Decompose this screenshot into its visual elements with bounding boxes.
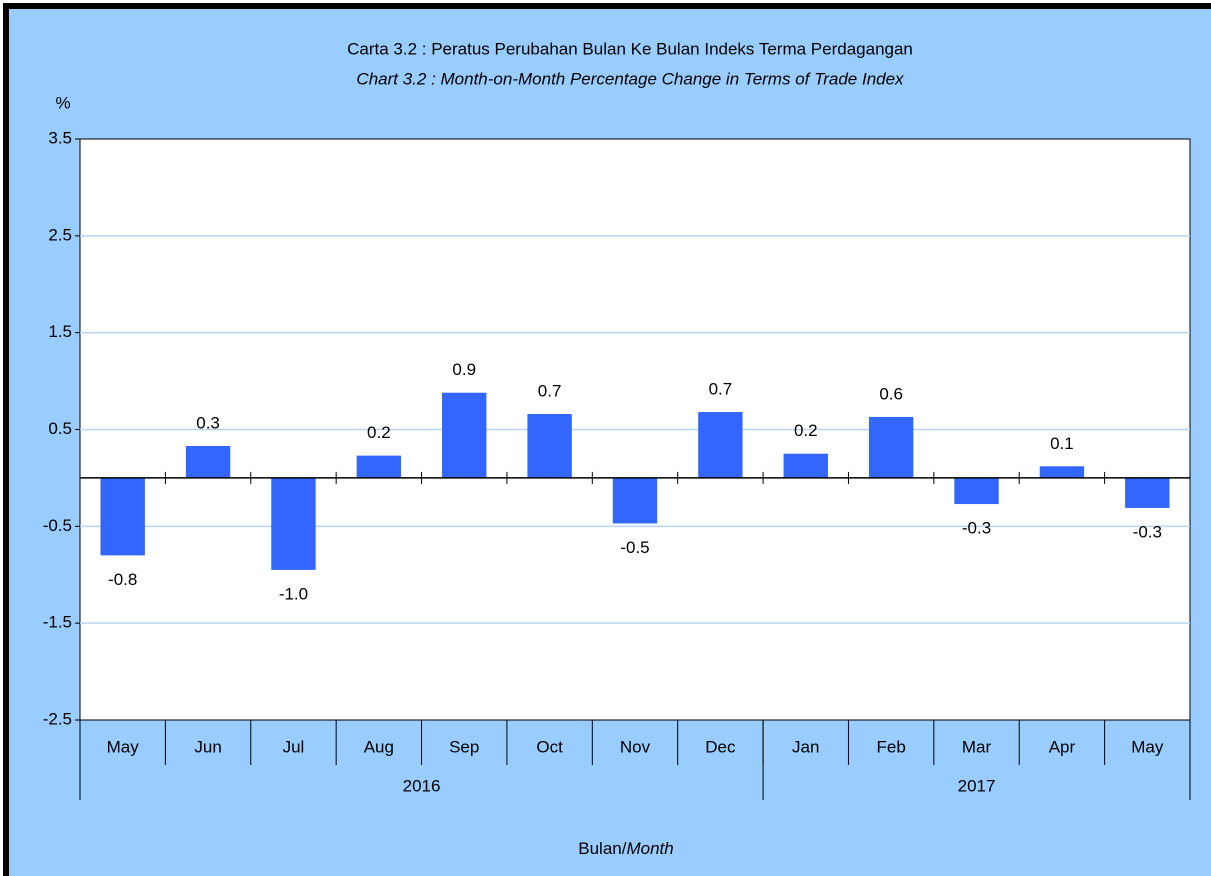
bar	[612, 477, 658, 524]
x-tick-label: Nov	[620, 737, 651, 756]
bar	[271, 477, 316, 570]
x-tick-label: Jun	[194, 737, 221, 756]
x-tick-label: Jul	[283, 737, 305, 756]
x-tick-label: Jan	[792, 737, 819, 756]
bar	[100, 477, 145, 556]
x-axis-label-part: Month	[626, 839, 673, 858]
bar	[868, 416, 914, 478]
y-tick-label: -2.5	[43, 709, 72, 728]
bar	[698, 412, 743, 478]
bar	[356, 455, 402, 478]
bar	[783, 453, 828, 478]
y-tick-label: 0.5	[48, 419, 72, 438]
x-tick-label: Mar	[962, 737, 992, 756]
group-label: 2017	[958, 776, 996, 795]
data-label: -0.3	[1133, 522, 1162, 541]
data-label: 0.7	[709, 380, 733, 399]
data-label: 0.6	[879, 384, 903, 403]
x-tick-label: Oct	[536, 737, 563, 756]
x-tick-label: May	[107, 737, 140, 756]
x-tick-label: Aug	[364, 737, 394, 756]
data-label: -0.3	[962, 519, 991, 538]
x-axis-label: Bulan/Month	[578, 839, 673, 858]
data-label: -0.8	[108, 570, 137, 589]
data-label: 0.1	[1050, 434, 1074, 453]
y-tick-label: 1.5	[48, 322, 72, 341]
chart-title: Carta 3.2 : Peratus Perubahan Bulan Ke B…	[347, 39, 913, 58]
bar	[442, 392, 487, 478]
data-label: 0.2	[794, 421, 818, 440]
y-tick-label: 2.5	[48, 225, 72, 244]
x-tick-label: Apr	[1049, 737, 1076, 756]
bar	[527, 414, 572, 478]
bar	[1039, 466, 1085, 478]
bar	[954, 477, 999, 505]
y-axis-label: %	[55, 93, 70, 112]
x-tick-label: May	[1131, 737, 1164, 756]
group-label: 2016	[403, 776, 441, 795]
bar	[1125, 477, 1170, 508]
x-axis-label-part: Bulan/	[578, 839, 626, 858]
y-tick-label: -1.5	[43, 613, 72, 632]
data-label: 0.2	[367, 423, 391, 442]
chart-subtitle: Chart 3.2 : Month-on-Month Percentage Ch…	[356, 69, 904, 88]
data-label: 0.3	[196, 413, 220, 432]
bar	[185, 445, 231, 478]
y-tick-label: -0.5	[43, 516, 72, 535]
y-tick-label: 3.5	[48, 128, 72, 147]
data-label: 0.7	[538, 381, 562, 400]
data-label: 0.9	[452, 360, 476, 379]
x-tick-label: Dec	[705, 737, 736, 756]
data-label: -0.5	[620, 538, 649, 557]
x-tick-label: Feb	[877, 737, 906, 756]
data-label: -1.0	[279, 584, 308, 603]
x-tick-label: Sep	[449, 737, 479, 756]
